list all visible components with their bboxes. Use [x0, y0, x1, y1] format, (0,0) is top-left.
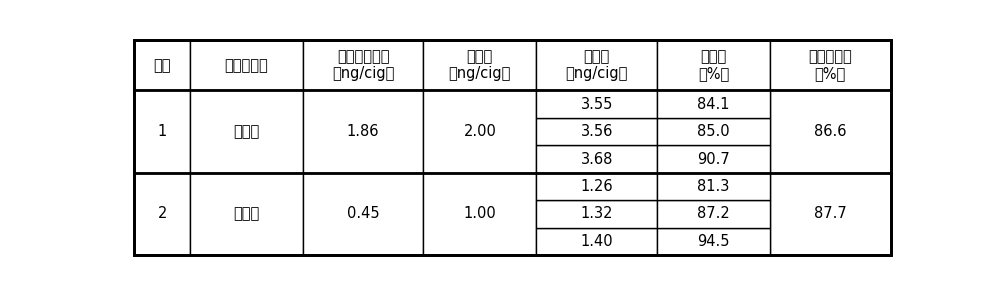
- Text: 平均回收率
（%）: 平均回收率 （%）: [808, 49, 852, 81]
- Text: 2: 2: [157, 206, 167, 221]
- Text: 3.56: 3.56: [580, 124, 613, 139]
- Text: 90.7: 90.7: [697, 152, 730, 166]
- Text: 81.3: 81.3: [697, 179, 730, 194]
- Bar: [423, 91, 536, 173]
- Bar: [303, 40, 423, 91]
- Text: 实际样品含量
（ng/cig）: 实际样品含量 （ng/cig）: [332, 49, 394, 81]
- Text: 测定量
（ng/cig）: 测定量 （ng/cig）: [565, 49, 628, 81]
- Bar: [303, 173, 423, 255]
- Bar: [770, 91, 891, 173]
- Text: 3.55: 3.55: [580, 97, 613, 112]
- Bar: [657, 91, 770, 118]
- Text: 3.68: 3.68: [580, 152, 613, 166]
- Text: 回收率
（%）: 回收率 （%）: [698, 49, 729, 81]
- Bar: [423, 173, 536, 255]
- Bar: [657, 118, 770, 145]
- Bar: [657, 145, 770, 173]
- Bar: [134, 173, 190, 255]
- Text: 六价铬: 六价铬: [233, 206, 259, 221]
- Text: 84.1: 84.1: [697, 97, 730, 112]
- Bar: [770, 173, 891, 255]
- Bar: [657, 227, 770, 255]
- Text: 1: 1: [157, 124, 167, 139]
- Text: 化合物名称: 化合物名称: [224, 58, 268, 73]
- Bar: [770, 40, 891, 91]
- Bar: [657, 200, 770, 227]
- Text: 1.32: 1.32: [580, 206, 613, 221]
- Text: 87.7: 87.7: [814, 206, 847, 221]
- Bar: [536, 118, 657, 145]
- Text: 1.86: 1.86: [347, 124, 379, 139]
- Text: 94.5: 94.5: [697, 234, 730, 249]
- Bar: [536, 227, 657, 255]
- Text: 三价铬: 三价铬: [233, 124, 259, 139]
- Text: 85.0: 85.0: [697, 124, 730, 139]
- Bar: [536, 200, 657, 227]
- Text: 1.26: 1.26: [580, 179, 613, 194]
- Text: 86.6: 86.6: [814, 124, 847, 139]
- Text: 序号: 序号: [153, 58, 171, 73]
- Bar: [536, 173, 657, 200]
- Bar: [536, 91, 657, 118]
- Bar: [190, 173, 303, 255]
- Text: 1.40: 1.40: [580, 234, 613, 249]
- Bar: [423, 40, 536, 91]
- Text: 1.00: 1.00: [463, 206, 496, 221]
- Text: 87.2: 87.2: [697, 206, 730, 221]
- Bar: [657, 40, 770, 91]
- Bar: [190, 40, 303, 91]
- Bar: [134, 40, 190, 91]
- Text: 加入量
（ng/cig）: 加入量 （ng/cig）: [449, 49, 511, 81]
- Bar: [190, 91, 303, 173]
- Text: 2.00: 2.00: [463, 124, 496, 139]
- Bar: [536, 145, 657, 173]
- Text: 0.45: 0.45: [347, 206, 379, 221]
- Bar: [536, 40, 657, 91]
- Bar: [134, 91, 190, 173]
- Bar: [657, 173, 770, 200]
- Bar: [303, 91, 423, 173]
